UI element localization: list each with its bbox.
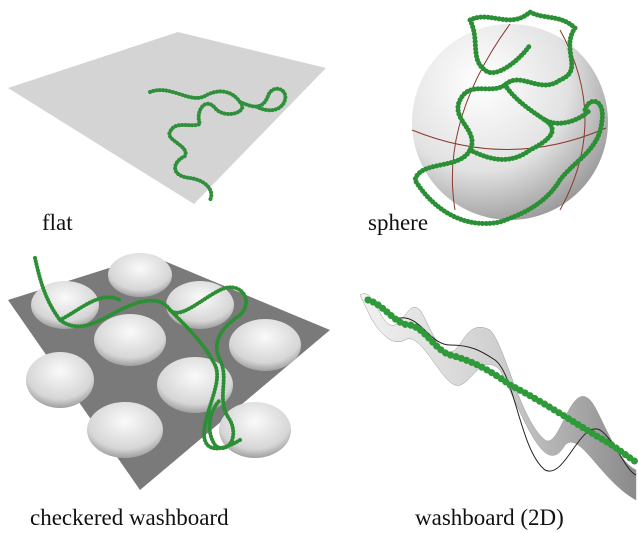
polymer — [364, 296, 638, 466]
checkered-panel — [8, 253, 330, 490]
polymer — [148, 86, 288, 202]
panel-label: sphere — [368, 210, 428, 235]
bump — [108, 253, 172, 297]
panel-label: checkered washboard — [30, 505, 229, 530]
curve — [364, 297, 637, 476]
ribbon — [359, 293, 637, 501]
polymer — [33, 256, 248, 451]
plane — [8, 32, 326, 204]
panel-label: washboard (2D) — [415, 505, 564, 530]
bump — [94, 314, 166, 366]
bump — [31, 281, 99, 329]
polymer — [412, 9, 605, 226]
bump — [229, 319, 301, 371]
bump — [219, 402, 291, 458]
bump — [26, 352, 94, 408]
flat-panel — [8, 32, 326, 204]
bump — [87, 402, 163, 458]
washboard-panel — [359, 293, 638, 501]
panel-label: flat — [42, 210, 73, 235]
sphere — [412, 24, 608, 220]
sphere-panel — [411, 9, 608, 226]
bumps — [26, 253, 301, 458]
